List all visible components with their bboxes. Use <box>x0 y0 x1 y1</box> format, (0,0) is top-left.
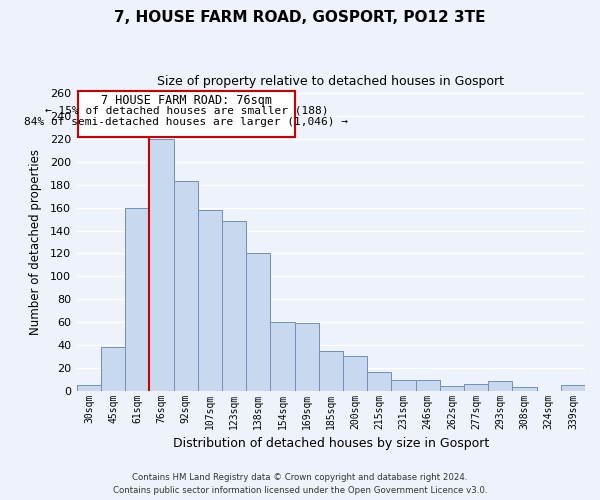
Title: Size of property relative to detached houses in Gosport: Size of property relative to detached ho… <box>157 75 505 88</box>
Bar <box>561 385 585 390</box>
Bar <box>488 382 512 390</box>
Bar <box>149 139 173 390</box>
Bar <box>464 384 488 390</box>
Bar <box>440 386 464 390</box>
Bar <box>101 347 125 391</box>
Text: 7, HOUSE FARM ROAD, GOSPORT, PO12 3TE: 7, HOUSE FARM ROAD, GOSPORT, PO12 3TE <box>114 10 486 25</box>
Text: 84% of semi-detached houses are larger (1,046) →: 84% of semi-detached houses are larger (… <box>25 118 349 128</box>
Text: ← 15% of detached houses are smaller (188): ← 15% of detached houses are smaller (18… <box>44 106 328 116</box>
Text: Contains HM Land Registry data © Crown copyright and database right 2024.
Contai: Contains HM Land Registry data © Crown c… <box>113 474 487 495</box>
Bar <box>319 350 343 391</box>
Bar <box>512 387 536 390</box>
Bar <box>222 222 246 390</box>
X-axis label: Distribution of detached houses by size in Gosport: Distribution of detached houses by size … <box>173 437 489 450</box>
Bar <box>295 323 319 390</box>
Bar <box>173 182 198 390</box>
Bar <box>343 356 367 390</box>
Bar <box>77 385 101 390</box>
Bar <box>391 380 416 390</box>
Bar <box>416 380 440 390</box>
Text: 7 HOUSE FARM ROAD: 76sqm: 7 HOUSE FARM ROAD: 76sqm <box>101 94 272 108</box>
FancyBboxPatch shape <box>78 91 295 137</box>
Bar <box>367 372 391 390</box>
Y-axis label: Number of detached properties: Number of detached properties <box>29 149 41 335</box>
Bar <box>246 254 271 390</box>
Bar <box>198 210 222 390</box>
Bar <box>271 322 295 390</box>
Bar <box>125 208 149 390</box>
